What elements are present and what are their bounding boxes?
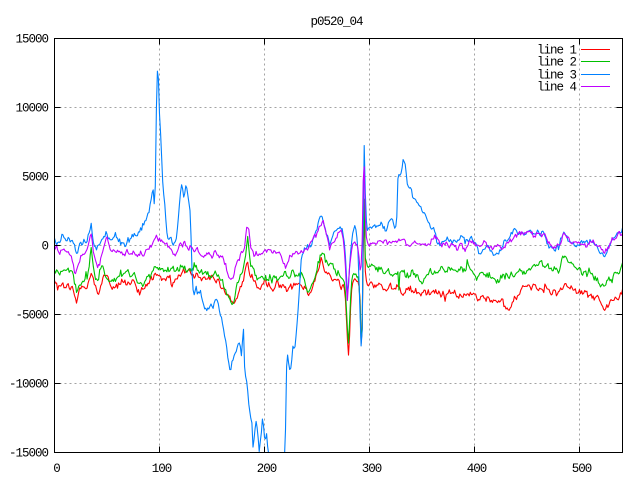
svg-text:100: 100: [152, 462, 172, 476]
svg-text:300: 300: [362, 462, 382, 476]
svg-text:200: 200: [257, 462, 277, 476]
svg-text:p0520_04: p0520_04: [310, 15, 363, 29]
svg-text:400: 400: [467, 462, 487, 476]
svg-text:-5000: -5000: [15, 309, 48, 323]
svg-text:500: 500: [572, 462, 592, 476]
svg-text:0: 0: [53, 462, 60, 476]
svg-text:-15000: -15000: [9, 447, 49, 461]
svg-text:10000: 10000: [15, 102, 48, 116]
svg-text:15000: 15000: [15, 33, 48, 47]
svg-text:-10000: -10000: [9, 378, 49, 392]
svg-text:line 3: line 3: [537, 69, 577, 83]
svg-text:line 4: line 4: [537, 81, 577, 95]
svg-text:5000: 5000: [22, 171, 49, 185]
svg-text:0: 0: [41, 240, 48, 254]
svg-text:line 2: line 2: [537, 56, 577, 70]
svg-text:line 1: line 1: [537, 44, 577, 58]
